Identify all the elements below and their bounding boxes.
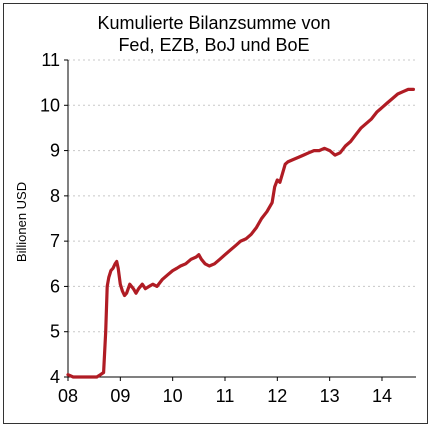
series-line	[66, 87, 415, 379]
y-tick-label: 10	[40, 95, 60, 115]
series-layer	[66, 87, 415, 379]
y-axis-label: Billionen USD	[14, 182, 29, 262]
x-tick-label: 10	[163, 386, 183, 406]
x-tick-label: 09	[110, 386, 130, 406]
x-tick-label: 14	[372, 386, 392, 406]
chart-title-line-1: Kumulierte Bilanzsumme von	[97, 13, 330, 33]
x-tick-labels: 08 09 10 11 12 13 14	[58, 386, 392, 406]
x-tick-label: 11	[216, 386, 235, 406]
grid-lines	[68, 59, 416, 333]
y-tick-label: 5	[50, 322, 60, 342]
axes	[64, 59, 416, 381]
balance-sheet-chart: Kumulierte Bilanzsumme von Fed, EZB, BoJ…	[14, 13, 416, 406]
chart-frame: Kumulierte Bilanzsumme von Fed, EZB, BoJ…	[3, 3, 428, 424]
y-tick-label: 6	[50, 276, 60, 296]
chart-title: Kumulierte Bilanzsumme von Fed, EZB, BoJ…	[97, 13, 330, 55]
y-tick-label: 8	[50, 186, 60, 206]
y-tick-label: 9	[50, 141, 60, 161]
x-tick-label: 13	[320, 386, 340, 406]
y-tick-label: 7	[50, 231, 60, 251]
x-tick-label: 08	[58, 386, 78, 406]
chart-title-line-2: Fed, EZB, BoJ und BoE	[118, 35, 309, 55]
y-tick-label: 11	[41, 50, 60, 70]
y-tick-label: 4	[50, 367, 60, 387]
x-tick-label: 12	[267, 386, 287, 406]
y-tick-labels: 4 5 6 7 8 9 10 11	[40, 50, 60, 387]
